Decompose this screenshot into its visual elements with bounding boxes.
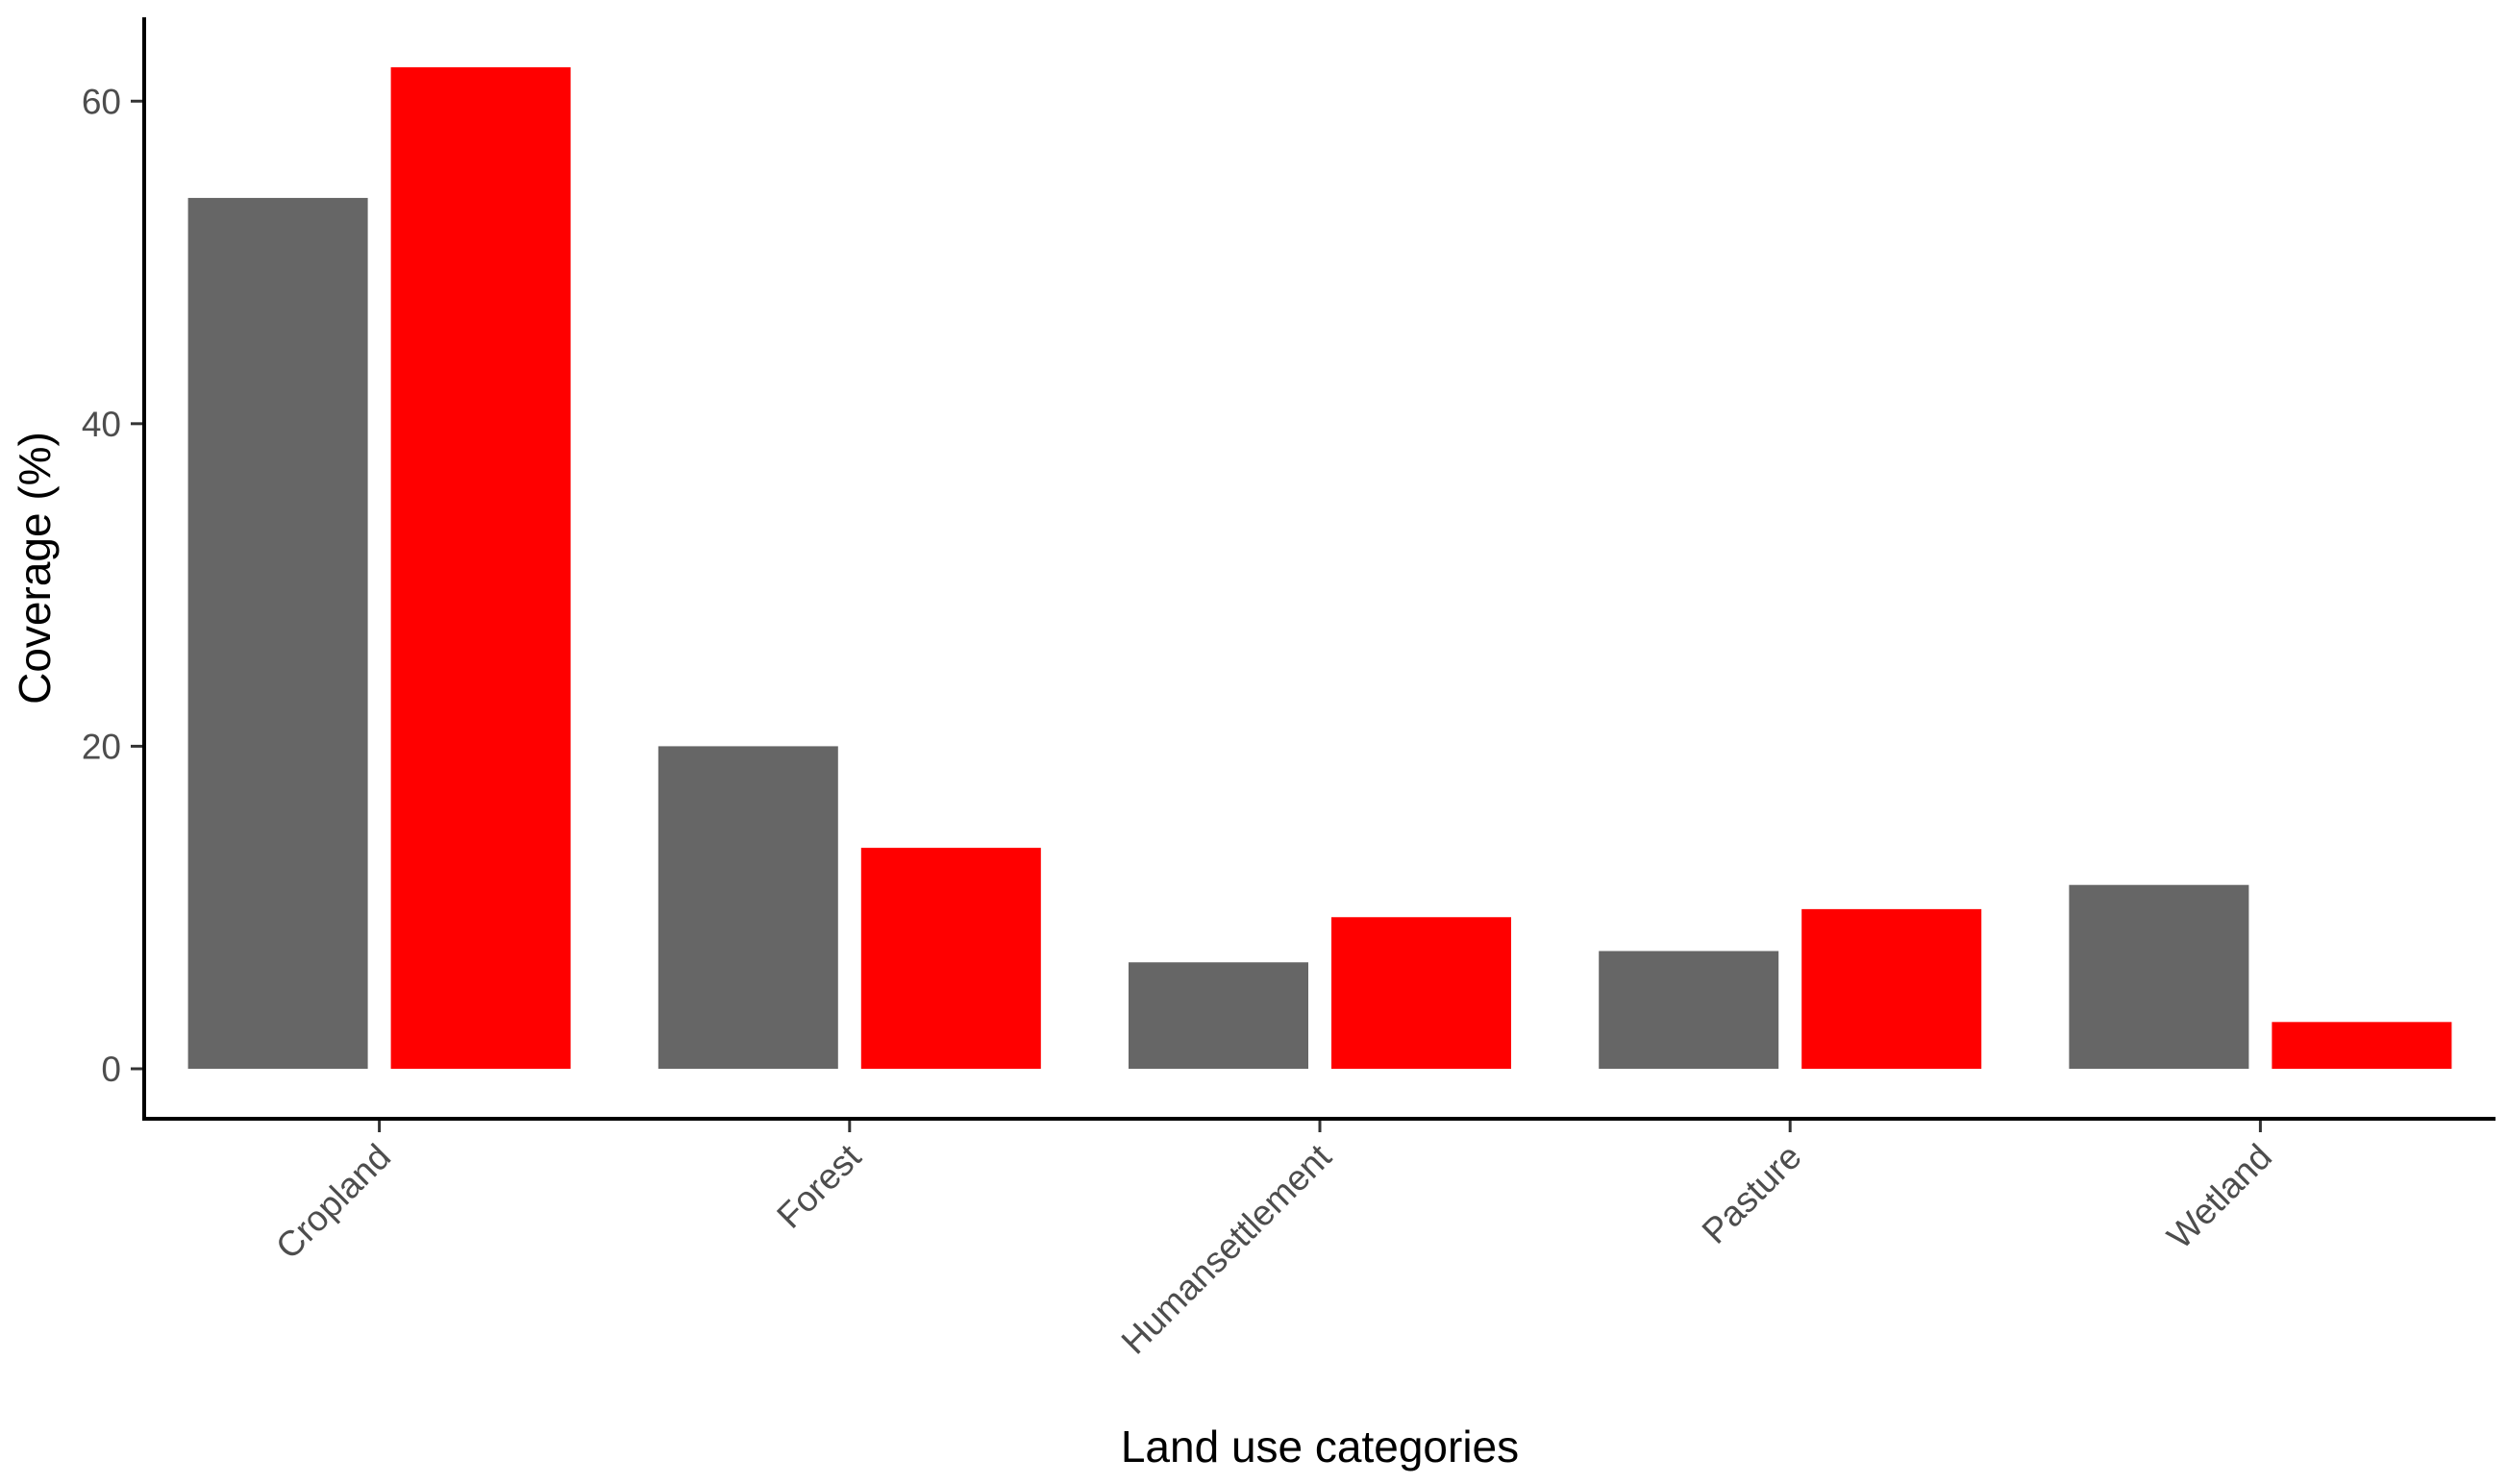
bar-humansettlement-series-2 (1331, 917, 1511, 1069)
bar-humansettlement-series-1 (1129, 962, 1308, 1069)
x-tick-label: Wetland (2160, 1137, 2280, 1257)
y-tick-label: 40 (82, 405, 121, 444)
x-axis-ticks: Cropland Forest Humansettlement Pasture Wetl… (268, 1119, 2279, 1362)
y-axis-title: Coverage (%) (10, 432, 60, 705)
y-axis-ticks: 0 20 40 60 (82, 82, 144, 1089)
bar-wetland-series-2 (2272, 1022, 2452, 1069)
y-tick-label: 60 (82, 82, 121, 121)
x-tick-label: Forest (769, 1136, 869, 1236)
bar-cropland-series-2 (390, 67, 571, 1069)
bars-group (187, 67, 2452, 1069)
bar-wetland-series-1 (2069, 884, 2249, 1069)
y-tick-label: 0 (101, 1050, 121, 1089)
x-tick-label: Humansettlement (1114, 1136, 1340, 1362)
x-tick-label: Cropland (268, 1137, 398, 1267)
bar-forest-series-2 (860, 848, 1041, 1069)
bar-cropland-series-1 (187, 197, 368, 1069)
bar-forest-series-1 (658, 746, 838, 1069)
y-tick-label: 20 (82, 727, 121, 766)
x-axis-title: Land use categories (1121, 1422, 1519, 1472)
bar-pasture-series-2 (1801, 908, 1982, 1069)
x-tick-label: Pasture (1695, 1137, 1809, 1251)
bar-pasture-series-1 (1599, 951, 1779, 1069)
